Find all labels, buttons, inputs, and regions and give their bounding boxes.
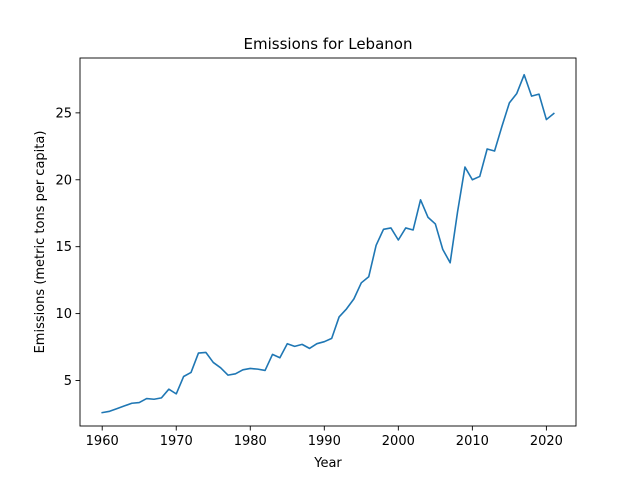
chart-title: Emissions for Lebanon — [244, 35, 413, 53]
y-tick-label: 20 — [55, 173, 72, 188]
x-tick-label: 1990 — [308, 434, 341, 449]
x-axis-label: Year — [313, 456, 342, 471]
x-tick-label: 2020 — [530, 434, 563, 449]
plot-area: 1960 1970 1980 1990 2000 2010 2020 5 10 15 20 25 — [55, 57, 577, 449]
y-tick-label: 25 — [55, 106, 72, 121]
x-tick-label: 1960 — [86, 434, 119, 449]
x-tick-label: 1970 — [160, 434, 193, 449]
x-tick-label: 1980 — [234, 434, 267, 449]
y-tick-label: 15 — [55, 240, 72, 255]
y-tick-label: 10 — [55, 307, 72, 322]
y-tick-label: 5 — [64, 374, 72, 389]
y-axis-label: Emissions (metric tons per capita) — [33, 131, 48, 354]
plot-frame — [79, 57, 577, 427]
x-tick-label: 2010 — [456, 434, 489, 449]
series-line — [101, 73, 555, 414]
x-tick-label: 2000 — [382, 434, 415, 449]
